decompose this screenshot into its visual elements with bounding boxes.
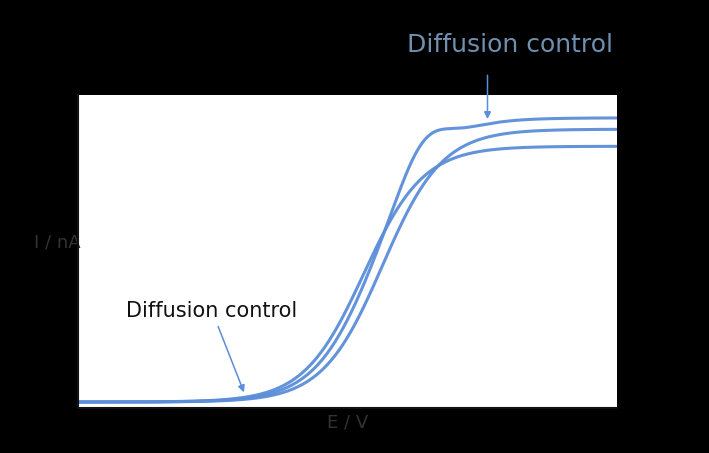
X-axis label: E / V: E / V: [327, 413, 368, 431]
Y-axis label: I / nA: I / nA: [34, 233, 80, 251]
Text: Diffusion control: Diffusion control: [408, 34, 613, 57]
Text: Diffusion control: Diffusion control: [126, 301, 298, 391]
